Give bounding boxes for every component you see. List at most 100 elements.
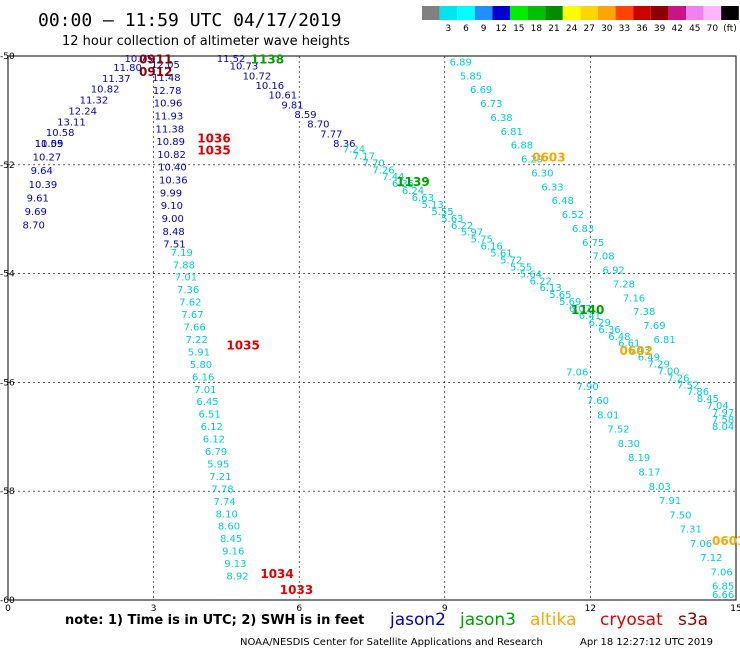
- colorbar-swatch: [721, 6, 739, 20]
- chart-subtitle: 12 hour collection of altimeter wave hei…: [62, 34, 350, 49]
- colorbar-swatch: [510, 6, 528, 20]
- swh-value: 7.90: [576, 382, 598, 393]
- swh-value: 9.69: [25, 207, 47, 218]
- colorbar-label: 24: [566, 24, 578, 34]
- swh-value: 11.48: [152, 73, 181, 84]
- x-tick-label: 15: [730, 604, 740, 614]
- y-tick-label: -54: [0, 270, 15, 280]
- colorbar-label: 45: [689, 24, 700, 34]
- swh-value: 9.10: [161, 201, 183, 212]
- swh-value: 6.48: [608, 332, 630, 343]
- swh-value: 5.97: [461, 228, 483, 239]
- swh-value: 8.60: [218, 522, 240, 533]
- swh-value: 7.62: [179, 298, 201, 309]
- satellite-legend: jason2 jason3 altika cryosat s3a: [389, 610, 708, 630]
- swh-value: 7.60: [587, 396, 609, 407]
- swh-value: 9.00: [162, 214, 184, 225]
- y-tick-label: -58: [0, 487, 15, 497]
- swh-value: 6.43: [628, 346, 650, 357]
- swh-value: 6.85: [712, 582, 734, 593]
- swh-value: 6.89: [450, 57, 472, 68]
- swh-value: 11.52: [217, 54, 246, 65]
- swh-value: 7.01: [175, 273, 197, 284]
- swh-value: 7.74: [214, 497, 236, 508]
- colorbar-label: 12: [495, 24, 506, 34]
- swh-value: 11.09: [35, 139, 64, 150]
- footer-timestamp: Apr 18 12:27:12 UTC 2019: [580, 637, 713, 648]
- pass-label: 0602: [620, 344, 653, 358]
- colorbar-label: 36: [636, 24, 648, 34]
- pass-label: 0912: [139, 65, 172, 79]
- swh-value: 9.13: [224, 559, 246, 570]
- swh-value: 11.38: [156, 124, 185, 135]
- swh-value: 7.52: [677, 380, 699, 391]
- swh-value: 8.01: [597, 410, 619, 421]
- swh-value: 7.51: [163, 240, 185, 251]
- colorbar-label: (ft): [723, 24, 737, 34]
- legend-entry: altika: [530, 610, 577, 630]
- colorbar-swatch: [545, 6, 563, 20]
- swh-value: 7.50: [669, 510, 691, 521]
- swh-value: 9.81: [281, 100, 303, 111]
- swh-value: 7.91: [659, 496, 681, 507]
- swh-value: 7.31: [680, 525, 702, 536]
- swh-value: 6.69: [470, 85, 492, 96]
- footer-note: note: 1) Time is in UTC; 2) SWH is in fe…: [65, 613, 364, 628]
- swh-value: 7.78: [211, 484, 233, 495]
- swh-value: 5.69: [559, 297, 581, 308]
- swh-value: 10.16: [256, 81, 285, 92]
- plot-frame: [7, 55, 737, 601]
- swh-value: 7.17: [353, 151, 375, 162]
- swh-value: 12.24: [68, 106, 97, 117]
- legend-entry: s3a: [678, 610, 708, 630]
- colorbar-label: 39: [654, 24, 666, 34]
- swh-value: 13.11: [57, 117, 86, 128]
- colorbar-label: 33: [619, 24, 630, 34]
- swh-value: 5.75: [471, 235, 493, 246]
- swh-value: 6.29: [521, 155, 543, 166]
- swh-value: 11.32: [80, 96, 109, 107]
- swh-value: 8.19: [628, 453, 650, 464]
- colorbar-swatch: [492, 6, 510, 20]
- swh-value: 6.63: [412, 193, 434, 204]
- swh-value: 7.12: [700, 553, 722, 564]
- swh-value: 6.66: [712, 590, 734, 601]
- swh-value: 6.22: [451, 221, 473, 232]
- data-points: 10.7511.8011.3710.8211.3212.2413.1110.58…: [23, 54, 735, 601]
- colorbar-label: 21: [548, 24, 559, 34]
- colorbar-swatch: [439, 6, 458, 20]
- swh-value: 7.58: [712, 415, 734, 426]
- x-tick-label: 3: [151, 604, 157, 614]
- colorbar-label: 42: [671, 24, 682, 34]
- swh-value: 6.12: [201, 422, 223, 433]
- colorbar-swatch: [686, 6, 704, 20]
- pass-label: 1035: [197, 144, 230, 158]
- pass-label: 1140: [571, 303, 604, 317]
- swh-value: 6.75: [582, 238, 604, 249]
- swh-value: 7.66: [183, 323, 205, 334]
- chart-title: 00:00 – 11:59 UTC 04/17/2019: [38, 10, 341, 31]
- swh-value: 10.61: [268, 91, 297, 102]
- swh-value: 6.24: [402, 186, 424, 197]
- swh-value: 6.48: [552, 196, 574, 207]
- swh-value: 7.77: [320, 129, 342, 140]
- legend-entry: jason3: [459, 610, 516, 630]
- swh-value: 10.73: [230, 62, 259, 73]
- swh-value: 7.01: [194, 385, 216, 396]
- colorbar-swatch: [668, 6, 686, 20]
- swh-value: 8.92: [226, 572, 248, 583]
- swh-value: 7.22: [186, 335, 208, 346]
- swh-value: 10.82: [157, 150, 186, 161]
- swh-value: 5.64: [520, 269, 542, 280]
- swh-value: 5.65: [549, 290, 571, 301]
- swh-value: 7.06: [566, 368, 588, 379]
- swh-value: 8.45: [220, 534, 242, 545]
- swh-value: 8.59: [294, 110, 316, 121]
- pass-label: 0603: [532, 151, 565, 165]
- swh-value: 5.63: [441, 214, 463, 225]
- swh-value: 9.16: [222, 547, 244, 558]
- colorbar-label: 3: [446, 24, 452, 34]
- pass-label: 1139: [396, 175, 429, 189]
- swh-value: 5.91: [188, 347, 210, 358]
